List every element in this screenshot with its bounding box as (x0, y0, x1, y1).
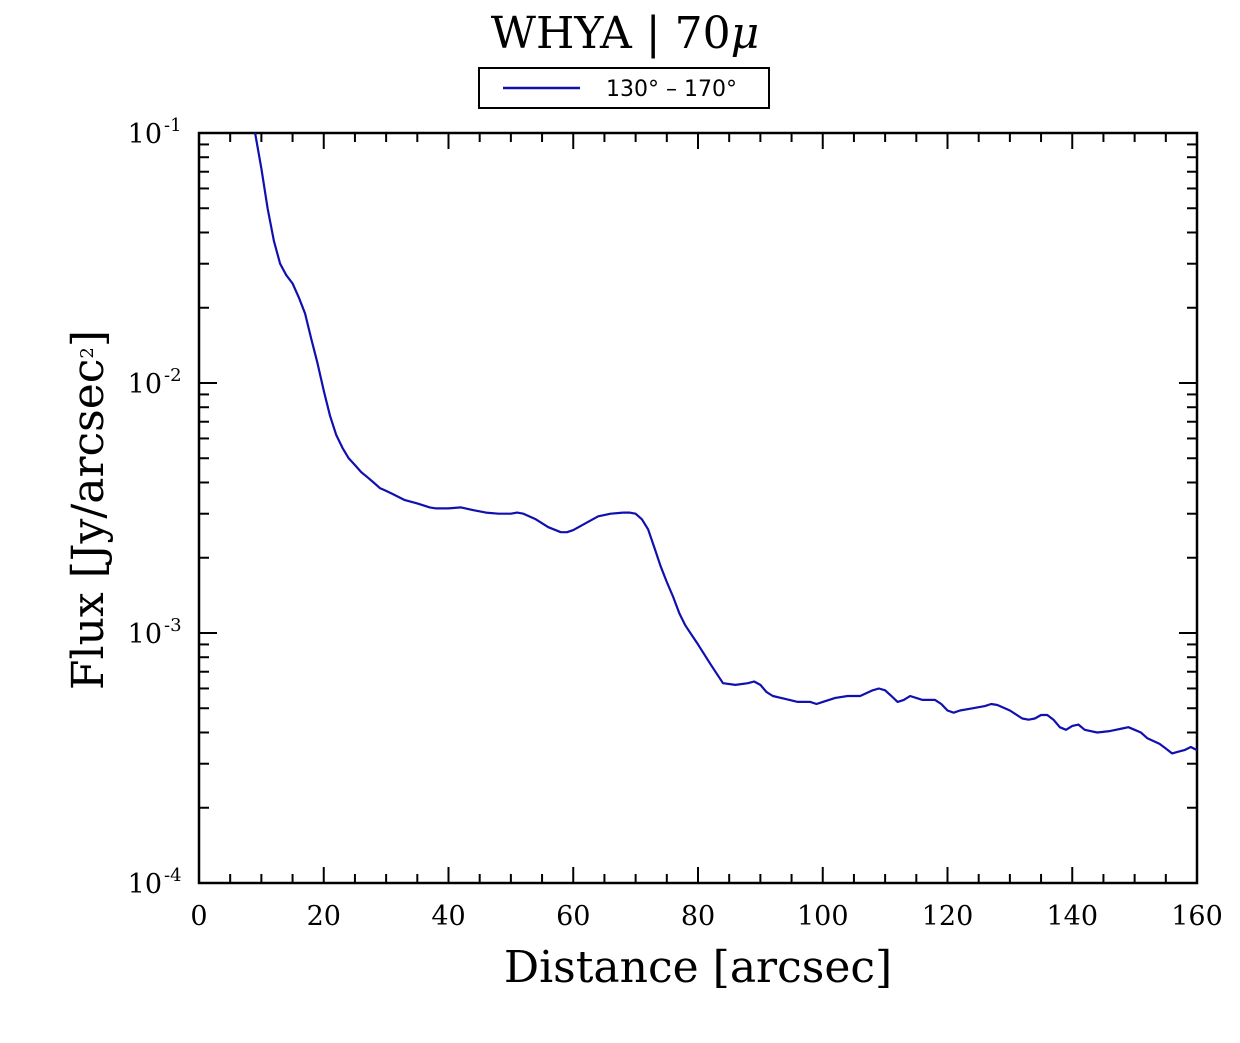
x-tick-label: 0 (190, 901, 207, 932)
x-tick-labels: 0 20 40 60 80 100 120 140 160 (190, 901, 1222, 932)
y-tick-exponent: -3 (164, 615, 182, 636)
x-tick-label: 120 (922, 901, 974, 932)
y-tick-label: 10 -2 (128, 365, 182, 400)
legend-label: 130° – 170° (606, 77, 737, 102)
x-tick-label: 100 (797, 901, 849, 932)
x-tick-label: 160 (1171, 901, 1223, 932)
y-tick-label: 10 -3 (128, 615, 182, 650)
y-axis-label-base: Flux [Jy/arcsec (63, 359, 114, 690)
chart-title-mu: μ (731, 8, 760, 59)
x-tick-label: 60 (556, 901, 590, 932)
y-tick-exponent: -4 (164, 865, 182, 886)
y-tick-label: 10 -1 (128, 115, 182, 150)
y-tick-exponent: -2 (164, 365, 182, 386)
chart-title-main: WHYA | 70 (491, 8, 731, 59)
series-line-130-170 (254, 132, 1198, 755)
y-tick-exponent: -1 (164, 115, 182, 136)
chart-title: WHYA | 70μ (491, 8, 759, 59)
y-tick-label: 10 -4 (128, 865, 182, 900)
y-axis-label-sup: 2 (77, 347, 98, 358)
plot-frame (197, 131, 1199, 885)
y-axis-label-end: ] (63, 330, 114, 347)
x-tick-label: 80 (681, 901, 715, 932)
y-tick-labels: 10-1 10-2 10-3 10-4 (128, 115, 182, 900)
x-tick-label: 40 (431, 901, 465, 932)
x-axis-label: Distance [arcsec] (504, 942, 892, 993)
legend: 130° – 170° (478, 67, 770, 109)
y-axis-label: Flux [Jy/arcsec2] (63, 330, 114, 690)
axis-ticks (198, 132, 1198, 884)
x-tick-label: 20 (307, 901, 341, 932)
x-tick-label: 140 (1046, 901, 1098, 932)
